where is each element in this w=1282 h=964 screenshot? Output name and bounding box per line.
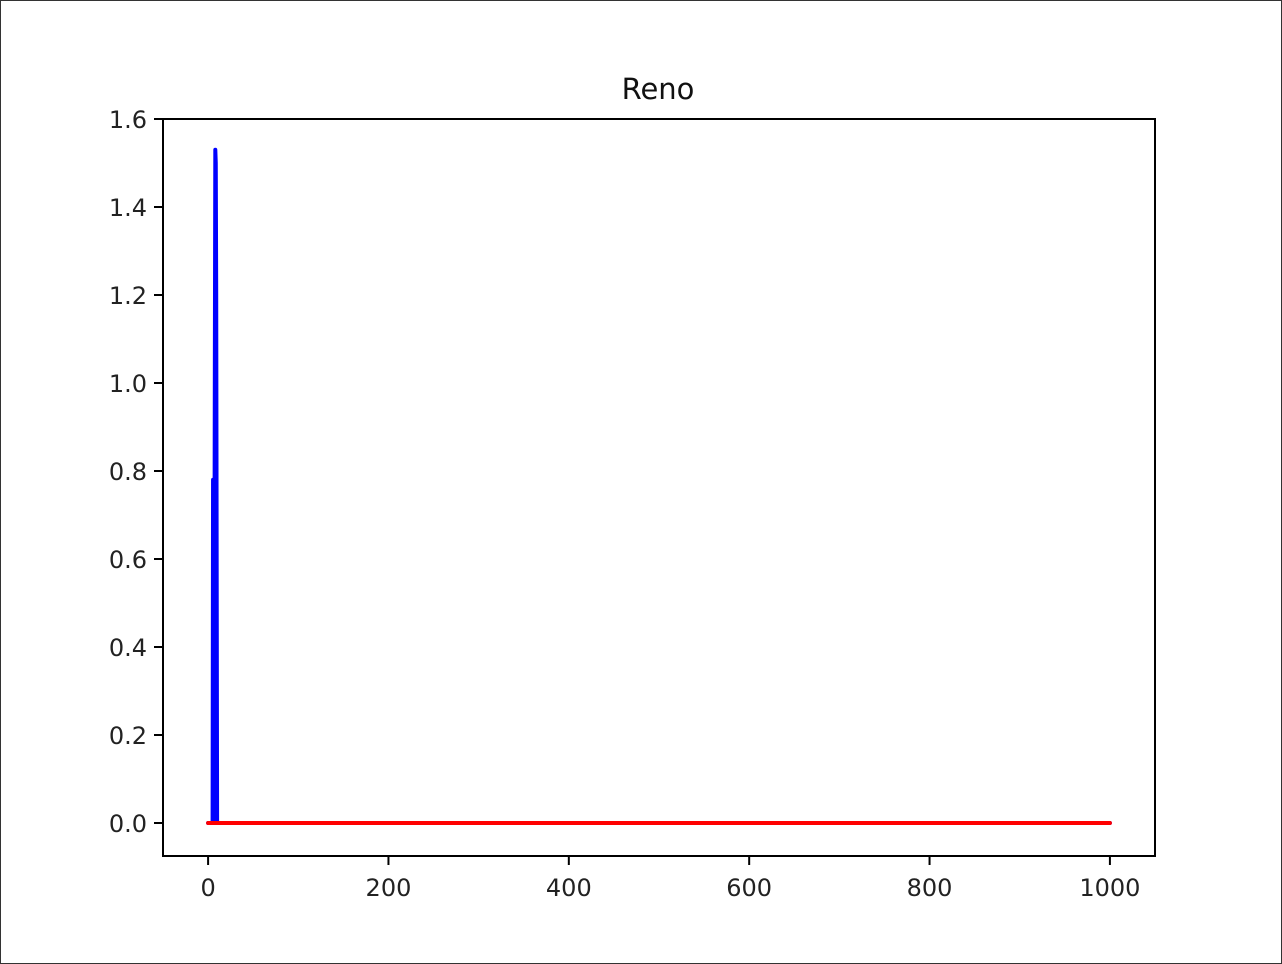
y-tick-label: 1.4	[109, 194, 147, 222]
chart-title: Reno	[622, 72, 695, 106]
y-tick-label: 0.0	[109, 810, 147, 838]
y-tick-label: 0.6	[109, 546, 147, 574]
plot-area-frame	[162, 118, 1156, 857]
y-tick-label: 1.6	[109, 106, 147, 134]
x-tick-label: 800	[907, 874, 953, 902]
y-tick-label: 0.8	[109, 458, 147, 486]
series-layer	[206, 147, 1112, 825]
y-tick-label: 0.4	[109, 634, 147, 662]
y-tick-label: 1.2	[109, 282, 147, 310]
y-tick-label: 1.0	[109, 370, 147, 398]
x-tick-label: 600	[726, 874, 772, 902]
series-line-1	[206, 147, 1112, 825]
x-tick-label: 1000	[1079, 874, 1140, 902]
x-axis: 0 200 400 600 800 1000	[200, 856, 1140, 902]
x-tick-label: 200	[366, 874, 412, 902]
y-axis: 0.0 0.2 0.4 0.6 0.8 1.0 1.2 1.4 1.6	[109, 106, 163, 838]
x-tick-label: 400	[546, 874, 592, 902]
y-tick-label: 0.2	[109, 722, 147, 750]
x-tick-label: 0	[200, 874, 215, 902]
